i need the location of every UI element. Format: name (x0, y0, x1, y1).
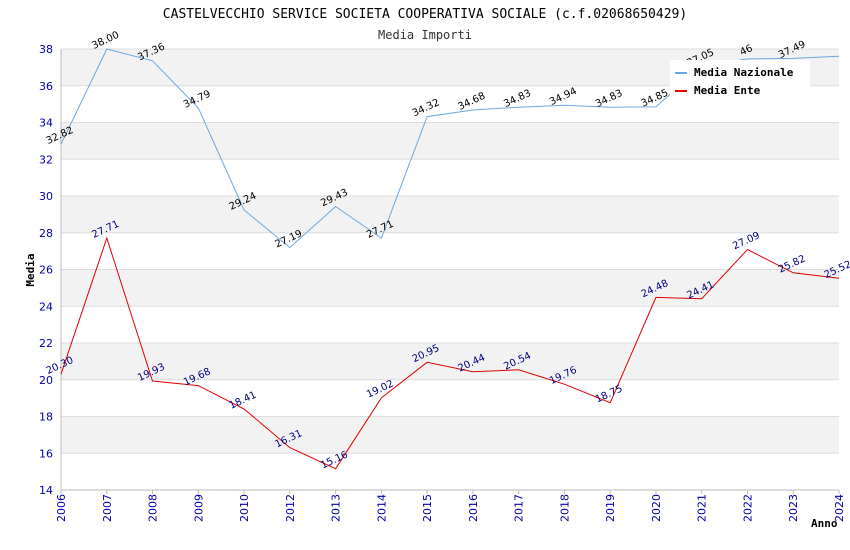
grid-band (61, 122, 839, 160)
x-tick-label: 2020 (650, 494, 663, 522)
x-tick-label: 2007 (101, 494, 114, 522)
x-tick-label: 2006 (55, 494, 68, 522)
grid-band (61, 343, 839, 380)
grid-band (61, 416, 839, 454)
legend-label-media-ente: Media Ente (694, 84, 761, 97)
x-tick-label: 2012 (284, 494, 297, 522)
y-tick-label: 18 (39, 411, 53, 424)
grid-band (61, 269, 839, 307)
x-tick-label: 2018 (558, 494, 571, 522)
y-tick-label: 32 (39, 153, 53, 166)
x-tick-label: 2019 (604, 494, 617, 522)
y-tick-label: 34 (39, 117, 53, 130)
data-label: 38.00 (90, 30, 121, 52)
y-tick-label: 38 (39, 43, 53, 56)
y-axis-label: Media (24, 253, 37, 286)
data-label: 19.02 (365, 378, 396, 400)
y-tick-label: 20 (39, 374, 53, 387)
legend-background (670, 60, 810, 104)
y-tick-label: 16 (39, 447, 53, 460)
y-tick-label: 36 (39, 80, 53, 93)
x-tick-label: 2016 (467, 494, 480, 522)
data-label: 34.94 (548, 86, 579, 108)
data-label: 46 (738, 43, 754, 58)
x-tick-label: 2008 (147, 494, 160, 522)
grid-bands (61, 49, 839, 454)
y-tick-label: 26 (39, 264, 53, 277)
y-tick-labels: 14 16 18 20 22 24 26 28 30 32 34 36 38 (39, 43, 53, 497)
y-tick-label: 24 (39, 300, 53, 313)
x-tick-label: 2023 (787, 494, 800, 522)
x-tick-label: 2014 (375, 494, 388, 522)
legend-label-media-nazionale: Media Nazionale (694, 66, 794, 79)
x-tick-label: 2013 (330, 494, 343, 522)
legend: Media Nazionale Media Ente (670, 60, 810, 104)
x-tick-label: 2022 (741, 494, 754, 522)
x-tick-label: 2010 (238, 494, 251, 522)
data-label: 27.09 (731, 230, 762, 252)
x-tick-label: 2021 (696, 494, 709, 522)
x-tick-label: 2009 (192, 494, 205, 522)
chart-title: CASTELVECCHIO SERVICE SOCIETA COOPERATIV… (163, 7, 687, 22)
x-tick-label: 2015 (421, 494, 434, 522)
x-tick-label: 2017 (513, 494, 526, 522)
y-tick-label: 22 (39, 337, 53, 350)
grid-band (61, 196, 839, 233)
series-line-media-ente (60, 236, 840, 470)
y-tick-label: 28 (39, 227, 53, 240)
y-tick-label: 14 (39, 484, 53, 497)
data-label: 34.85 (640, 88, 671, 110)
grid-lines (61, 48, 839, 491)
y-tick-label: 30 (39, 190, 53, 203)
x-tick-labels: 2006 2007 2008 2009 2010 2012 2013 2014 2015 2016… (55, 490, 846, 522)
chart-subtitle: Media Importi (378, 28, 472, 42)
series-lines (60, 48, 840, 470)
x-axis-label: Anno (811, 517, 838, 530)
data-label: 34.32 (411, 97, 442, 119)
x-tick-label: 2024 (833, 494, 846, 522)
